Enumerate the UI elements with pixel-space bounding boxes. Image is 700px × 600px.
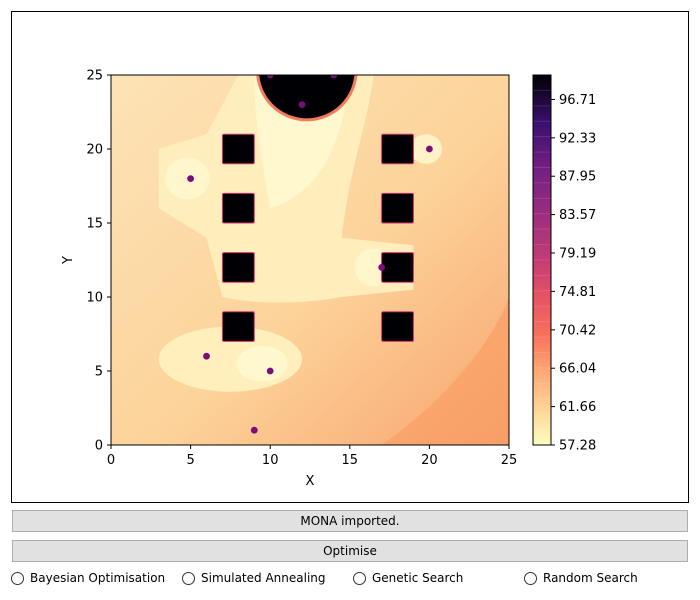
colorbar-tick-label: 61.66 <box>559 400 596 415</box>
y-tick-label: 5 <box>95 365 103 380</box>
radio-label: Random Search <box>543 571 638 585</box>
data-point <box>187 175 195 183</box>
y-tick-label: 10 <box>86 291 103 306</box>
colorbar-tick-label: 96.71 <box>559 93 596 108</box>
data-point <box>298 101 306 108</box>
data-point <box>250 426 258 434</box>
obstacle-square <box>221 133 255 165</box>
plot-border <box>110 74 510 446</box>
radio-genetic-search[interactable]: Genetic Search <box>353 571 463 585</box>
x-tick-label: 25 <box>501 453 518 468</box>
radio-label: Simulated Annealing <box>201 571 326 585</box>
obstacle-square <box>221 311 255 342</box>
colorbar-tick-label: 79.19 <box>559 246 596 261</box>
colorbar-border <box>532 74 552 446</box>
radio-button-circle[interactable] <box>182 571 195 585</box>
radio-button-circle[interactable] <box>524 571 537 585</box>
optimise-button-label: Optimise <box>323 544 377 558</box>
heat-field <box>111 75 509 445</box>
colorbar-tick-label: 57.28 <box>559 439 596 454</box>
lightest-zone-lower <box>236 345 288 382</box>
obstacle-square <box>381 311 414 342</box>
optimisation-method-group: Bayesian Optimisation Simulated Annealin… <box>0 570 700 590</box>
radio-button-circle[interactable] <box>11 571 24 585</box>
colorbar-gradient <box>533 75 551 445</box>
warm-corner <box>381 297 509 445</box>
colorbar-tick-label: 74.81 <box>559 285 596 300</box>
plot-canvas: 0 5 10 15 20 25 0 5 10 15 20 25 X Y 57.28 61.66 66.04 70… <box>11 11 689 503</box>
optimise-button[interactable]: Optimise <box>12 540 688 562</box>
axes: 0 5 10 15 20 25 0 5 10 15 20 25 X Y <box>61 69 517 490</box>
obstacle-square <box>381 252 414 283</box>
radio-random-search[interactable]: Random Search <box>524 571 638 585</box>
plot-area <box>111 75 509 445</box>
data-point <box>266 367 274 375</box>
radio-bayesian-optimisation[interactable]: Bayesian Optimisation <box>11 571 165 585</box>
data-point <box>203 352 210 360</box>
status-text: MONA imported. <box>300 514 400 528</box>
colorbar-tick-label: 66.04 <box>559 362 596 377</box>
y-tick-label: 25 <box>86 69 103 84</box>
status-message: MONA imported. <box>12 510 688 532</box>
x-tick-label: 10 <box>262 453 279 468</box>
hot-zone <box>259 75 355 119</box>
data-point <box>330 75 338 79</box>
obstacle-square <box>221 252 255 283</box>
y-tick-label: 20 <box>86 143 103 158</box>
colorbar-tick-label: 70.42 <box>559 323 596 338</box>
x-tick-label: 0 <box>107 453 115 468</box>
colorbar: 57.28 61.66 66.04 70.42 74.81 79.19 83.57 87.95… <box>532 74 596 454</box>
y-tick-label: 15 <box>86 217 103 232</box>
data-point <box>266 75 274 79</box>
obstacle-square <box>381 133 414 165</box>
x-axis-label: X <box>306 474 315 489</box>
data-point <box>378 264 386 271</box>
colorbar-tick-label: 83.57 <box>559 208 596 223</box>
colorbar-tick-label: 92.33 <box>559 131 596 146</box>
y-axis-label: Y <box>61 256 76 265</box>
x-tick-label: 15 <box>342 453 359 468</box>
radio-label: Genetic Search <box>372 571 464 585</box>
radio-simulated-annealing[interactable]: Simulated Annealing <box>182 571 326 585</box>
heatmap-chart: 0 5 10 15 20 25 0 5 10 15 20 25 X Y 57.28 61.66 66.04 70… <box>61 69 596 490</box>
y-tick-label: 0 <box>95 439 103 454</box>
obstacle-square <box>221 192 255 224</box>
x-tick-label: 5 <box>186 453 194 468</box>
obstacle-square <box>381 192 414 224</box>
radio-label: Bayesian Optimisation <box>30 571 166 585</box>
colorbar-tick-label: 87.95 <box>559 170 596 185</box>
x-tick-label: 20 <box>421 453 438 468</box>
radio-button-circle[interactable] <box>353 571 366 585</box>
data-point <box>426 145 433 153</box>
